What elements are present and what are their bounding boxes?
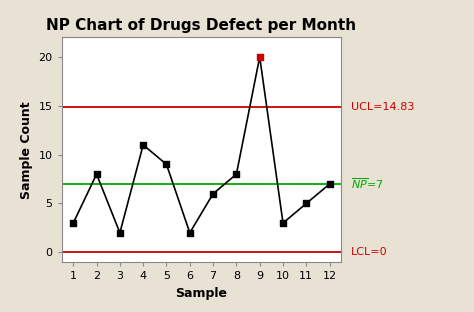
Title: NP Chart of Drugs Defect per Month: NP Chart of Drugs Defect per Month	[46, 18, 356, 33]
Point	[210, 191, 217, 196]
Point	[186, 230, 193, 235]
Y-axis label: Sample Count: Sample Count	[20, 101, 33, 198]
Point	[326, 182, 333, 187]
Point	[279, 221, 287, 226]
Text: UCL=14.83: UCL=14.83	[351, 102, 414, 112]
Point	[116, 230, 124, 235]
Point	[256, 55, 264, 60]
Point	[302, 201, 310, 206]
Text: LCL=0: LCL=0	[351, 247, 387, 257]
X-axis label: Sample: Sample	[175, 287, 228, 300]
Point	[93, 172, 100, 177]
Point	[233, 172, 240, 177]
Point	[139, 142, 147, 147]
Text: $\overline{NP}$=7: $\overline{NP}$=7	[351, 177, 383, 191]
Point	[70, 221, 77, 226]
Point	[163, 162, 170, 167]
